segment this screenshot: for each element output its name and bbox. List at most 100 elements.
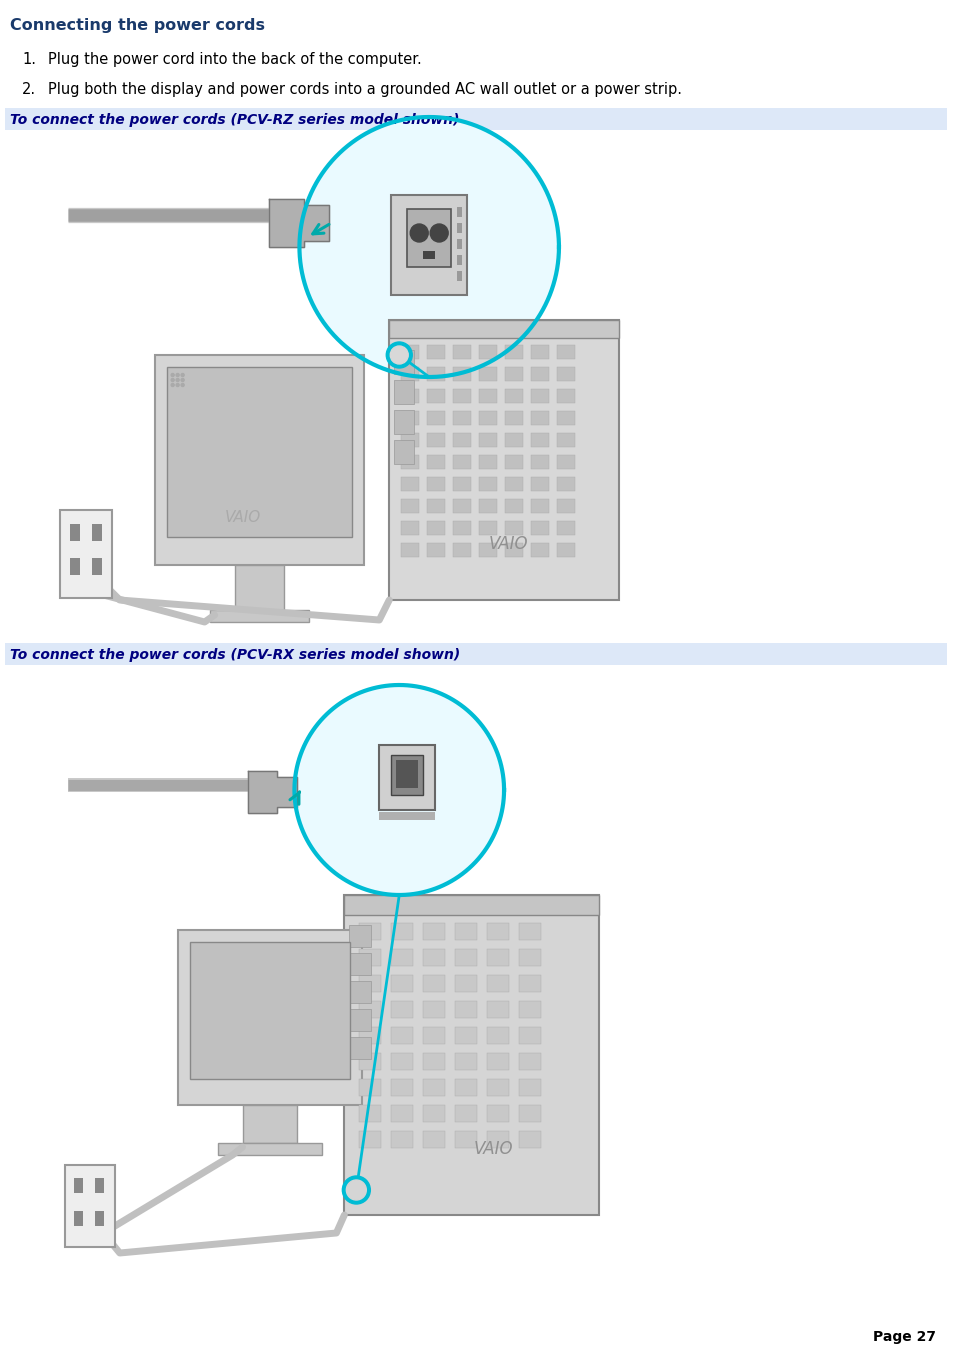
Bar (70, 524, 80, 540)
Bar (504, 434, 522, 447)
Bar (154, 355, 364, 565)
Bar (423, 1105, 445, 1121)
Bar (453, 455, 471, 469)
Bar (391, 1079, 413, 1096)
Bar (234, 565, 284, 611)
Bar (427, 434, 445, 447)
Bar (401, 367, 418, 381)
Bar (401, 499, 418, 513)
Text: 1.: 1. (22, 51, 36, 68)
Bar (531, 367, 548, 381)
Bar (391, 1052, 413, 1070)
Circle shape (410, 224, 428, 242)
Bar (394, 350, 414, 374)
Bar (359, 1027, 381, 1044)
Bar (427, 455, 445, 469)
Bar (359, 948, 381, 966)
Bar (531, 434, 548, 447)
Bar (389, 320, 618, 600)
Bar (401, 389, 418, 403)
Bar (401, 477, 418, 490)
Bar (453, 411, 471, 426)
Bar (504, 389, 522, 403)
Polygon shape (299, 118, 558, 377)
Bar (456, 223, 461, 232)
Bar (423, 1131, 445, 1148)
Circle shape (346, 1179, 366, 1200)
Circle shape (430, 224, 448, 242)
Bar (359, 1105, 381, 1121)
Bar (478, 521, 497, 535)
Polygon shape (269, 199, 329, 247)
Bar (531, 521, 548, 535)
Bar (394, 440, 414, 463)
Text: To connect the power cords (PCV-RX series model shown): To connect the power cords (PCV-RX serie… (10, 648, 459, 662)
Bar (504, 521, 522, 535)
Bar (518, 1131, 540, 1148)
Bar (401, 345, 418, 359)
Bar (401, 455, 418, 469)
Bar (504, 543, 522, 557)
Bar (423, 1079, 445, 1096)
Bar (531, 389, 548, 403)
Bar (423, 923, 445, 940)
Circle shape (181, 384, 184, 386)
Bar (455, 948, 476, 966)
Bar (557, 477, 575, 490)
Text: 2.: 2. (22, 82, 36, 97)
Circle shape (171, 384, 174, 386)
Bar (359, 1131, 381, 1148)
Bar (423, 948, 445, 966)
Bar (518, 1027, 540, 1044)
Bar (427, 345, 445, 359)
Bar (518, 1079, 540, 1096)
Bar (5, 643, 946, 665)
Bar (427, 367, 445, 381)
Bar (395, 761, 417, 788)
Bar (456, 207, 461, 218)
Bar (531, 345, 548, 359)
Bar (487, 1001, 509, 1019)
Bar (190, 942, 350, 1079)
Bar (401, 411, 418, 426)
Bar (478, 543, 497, 557)
Bar (453, 434, 471, 447)
Bar (359, 923, 381, 940)
Bar (349, 981, 371, 1002)
Bar (359, 1052, 381, 1070)
Bar (455, 1079, 476, 1096)
Bar (557, 521, 575, 535)
Bar (531, 455, 548, 469)
Bar (487, 1105, 509, 1121)
Text: Page 27: Page 27 (872, 1329, 936, 1344)
Bar (531, 499, 548, 513)
Bar (531, 411, 548, 426)
Text: Connecting the power cords: Connecting the power cords (10, 18, 265, 32)
Bar (487, 1131, 509, 1148)
Circle shape (181, 378, 184, 381)
Bar (487, 948, 509, 966)
Bar (427, 543, 445, 557)
Bar (456, 255, 461, 265)
Bar (504, 477, 522, 490)
Bar (427, 411, 445, 426)
Bar (453, 389, 471, 403)
Bar (453, 543, 471, 557)
Circle shape (390, 346, 408, 363)
Bar (394, 380, 414, 404)
Bar (518, 923, 540, 940)
Circle shape (342, 1175, 370, 1204)
Bar (478, 434, 497, 447)
Bar (359, 975, 381, 992)
Bar (401, 434, 418, 447)
Bar (65, 1165, 114, 1247)
Bar (455, 1001, 476, 1019)
Bar (349, 952, 371, 975)
Bar (504, 345, 522, 359)
Bar (531, 477, 548, 490)
Text: VAIO: VAIO (224, 509, 260, 526)
Bar (557, 411, 575, 426)
Bar (478, 389, 497, 403)
Bar (359, 1079, 381, 1096)
Bar (453, 521, 471, 535)
